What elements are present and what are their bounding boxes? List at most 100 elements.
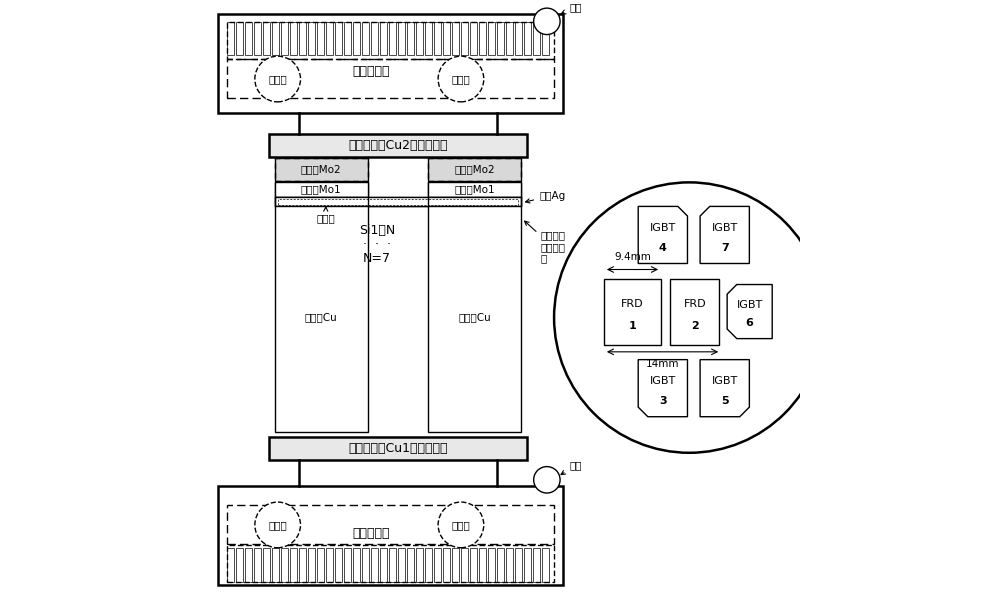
- Bar: [428, 182, 521, 197]
- Bar: [380, 22, 387, 55]
- Bar: [443, 549, 450, 582]
- Bar: [533, 22, 540, 55]
- Bar: [515, 549, 522, 582]
- Text: 翅片: 翅片: [561, 460, 582, 475]
- Bar: [335, 549, 342, 582]
- Bar: [245, 549, 252, 582]
- Text: 3: 3: [659, 396, 667, 406]
- Bar: [281, 22, 288, 55]
- Bar: [263, 549, 270, 582]
- Bar: [272, 22, 279, 55]
- Bar: [452, 22, 459, 55]
- Bar: [290, 549, 297, 582]
- Text: 出水口: 出水口: [452, 520, 470, 530]
- Text: 5: 5: [721, 396, 729, 406]
- Bar: [227, 22, 234, 55]
- Bar: [533, 549, 540, 582]
- Bar: [335, 22, 342, 55]
- Bar: [506, 549, 513, 582]
- Bar: [326, 22, 333, 55]
- Text: FRD: FRD: [683, 298, 706, 309]
- Bar: [362, 22, 369, 55]
- Bar: [275, 182, 368, 197]
- Bar: [434, 22, 441, 55]
- Bar: [461, 22, 468, 55]
- Text: 锐凸台Cu: 锐凸台Cu: [458, 312, 491, 323]
- Text: 进水口: 进水口: [268, 520, 287, 530]
- Bar: [218, 14, 563, 113]
- Text: IGBT: IGBT: [712, 376, 738, 387]
- Bar: [275, 197, 521, 206]
- Polygon shape: [700, 359, 749, 417]
- Text: 6: 6: [746, 318, 754, 329]
- Circle shape: [438, 56, 484, 102]
- Bar: [542, 22, 549, 55]
- Text: 进水口: 进水口: [268, 74, 287, 84]
- Bar: [218, 486, 563, 585]
- Bar: [515, 22, 522, 55]
- Bar: [428, 158, 521, 180]
- Text: 1: 1: [629, 321, 636, 331]
- Bar: [227, 505, 554, 544]
- Bar: [371, 549, 378, 582]
- Bar: [236, 22, 243, 55]
- Text: 下鑂片Mo1: 下鑂片Mo1: [301, 185, 341, 195]
- Bar: [275, 182, 368, 197]
- Bar: [269, 437, 527, 460]
- Bar: [308, 549, 315, 582]
- Text: 14mm: 14mm: [646, 359, 679, 369]
- Text: IGBT: IGBT: [650, 223, 676, 233]
- Circle shape: [438, 502, 484, 548]
- Bar: [326, 549, 333, 582]
- Text: 阳极锐电极Cu1（发射极）: 阳极锐电极Cu1（发射极）: [348, 442, 448, 455]
- Bar: [263, 22, 270, 55]
- Circle shape: [534, 467, 560, 493]
- Bar: [461, 549, 468, 582]
- Bar: [470, 22, 477, 55]
- Text: 上鑂片Mo2: 上鑂片Mo2: [454, 164, 495, 174]
- Bar: [227, 22, 554, 59]
- Text: 上鑂片Mo2: 上鑂片Mo2: [301, 164, 341, 174]
- Bar: [416, 22, 423, 55]
- Circle shape: [255, 56, 301, 102]
- Bar: [299, 549, 306, 582]
- Bar: [317, 549, 324, 582]
- Bar: [407, 549, 414, 582]
- Bar: [428, 158, 521, 180]
- Bar: [428, 182, 521, 197]
- Text: 锐凸台Cu: 锐凸台Cu: [305, 312, 337, 323]
- Text: IGBT: IGBT: [650, 376, 676, 387]
- Text: Si1～N: Si1～N: [359, 224, 395, 237]
- Bar: [488, 549, 495, 582]
- Bar: [604, 279, 661, 345]
- Bar: [428, 206, 521, 432]
- Text: 9.4mm: 9.4mm: [614, 252, 651, 262]
- Polygon shape: [638, 206, 687, 264]
- Text: ·  ·  ·: · · ·: [363, 238, 391, 251]
- Bar: [254, 549, 261, 582]
- Text: 水冷散热器: 水冷散热器: [352, 65, 390, 78]
- Bar: [497, 22, 504, 55]
- Text: 阴极锐电极Cu2（集电极）: 阴极锐电极Cu2（集电极）: [348, 139, 448, 151]
- Bar: [281, 549, 288, 582]
- Text: 7: 7: [721, 242, 729, 253]
- Circle shape: [534, 8, 560, 34]
- Bar: [269, 134, 527, 157]
- Bar: [452, 549, 459, 582]
- Bar: [227, 545, 554, 582]
- Bar: [308, 22, 315, 55]
- Bar: [344, 22, 351, 55]
- Text: 4: 4: [659, 242, 667, 253]
- Bar: [353, 549, 360, 582]
- Bar: [479, 549, 486, 582]
- Bar: [236, 549, 243, 582]
- Text: N=7: N=7: [363, 252, 391, 265]
- Text: 硅芯片: 硅芯片: [316, 207, 335, 224]
- Bar: [290, 22, 297, 55]
- Bar: [275, 197, 521, 206]
- Text: FRD: FRD: [621, 298, 644, 309]
- Bar: [389, 549, 396, 582]
- Bar: [425, 549, 432, 582]
- Bar: [524, 549, 531, 582]
- Bar: [497, 549, 504, 582]
